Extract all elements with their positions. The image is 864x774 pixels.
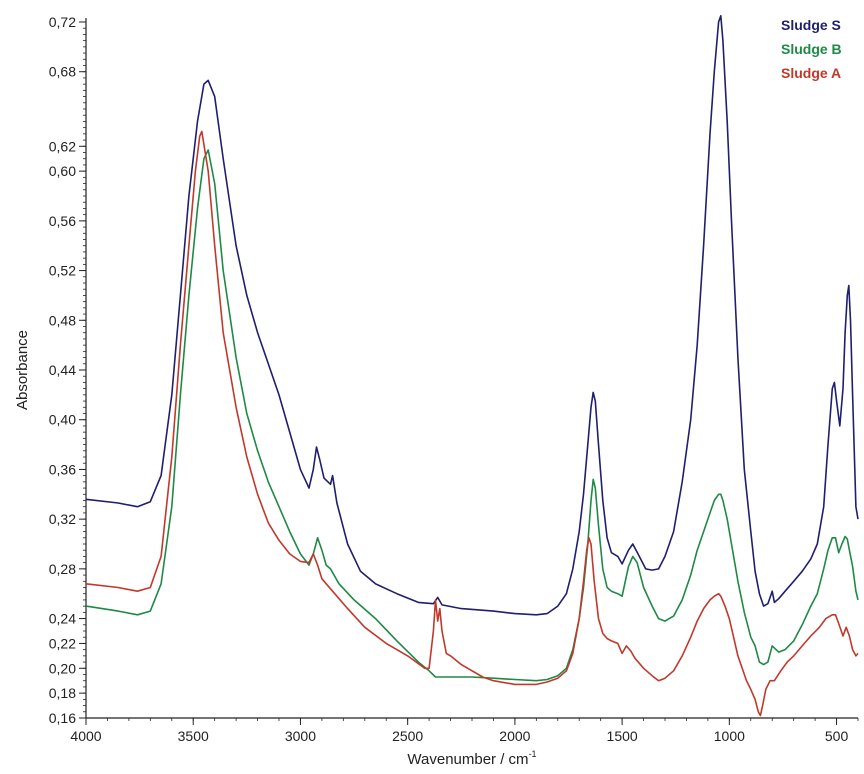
y-tick-label: 0,28	[49, 561, 76, 577]
y-tick-label: 0,60	[49, 163, 76, 179]
y-tick-label: 0,48	[49, 312, 76, 328]
series-line-sludge-a	[85, 130, 859, 717]
y-tick-label: 0,68	[49, 64, 76, 80]
legend-label-sludge-a: Sludge A	[781, 65, 841, 81]
y-tick-label: 0,62	[49, 138, 76, 154]
y-tick-label: 0,72	[49, 14, 76, 30]
y-axis-title: Absorbance	[14, 330, 31, 410]
series-lines	[85, 15, 859, 717]
y-tick-label: 0,22	[49, 635, 76, 651]
y-tick-label: 0,18	[49, 685, 76, 701]
y-tick-label: 0,24	[49, 611, 76, 627]
x-tick-label: 3000	[285, 728, 316, 744]
y-tick-label: 0,52	[49, 263, 76, 279]
x-tick-label: 1000	[714, 728, 745, 744]
series-line-sludge-s	[85, 15, 859, 616]
x-tick-label: 2500	[392, 728, 423, 744]
y-tick-label: 0,40	[49, 412, 76, 428]
y-tick-label: 0,16	[49, 710, 76, 726]
legend: Sludge S Sludge B Sludge A	[781, 17, 842, 81]
x-tick-label: 3500	[178, 728, 209, 744]
y-tick-label: 0,20	[49, 660, 76, 676]
x-axis-title: Wavenumber / cm-1	[407, 749, 536, 768]
axes	[85, 18, 858, 719]
x-ticks: 4000 3500 3000 2500 2000 1500 1000 500	[70, 718, 848, 744]
x-tick-label: 1500	[607, 728, 638, 744]
y-tick-label: 0,36	[49, 461, 76, 477]
x-tick-label: 2000	[499, 728, 530, 744]
legend-label-sludge-b: Sludge B	[781, 41, 842, 57]
x-tick-label: 4000	[70, 728, 101, 744]
y-ticks: 0,16 0,18 0,20 0,22 0,24 0,28 0,32 0,36 0,40 0,44…	[49, 14, 86, 726]
series-line-sludge-b	[85, 149, 859, 682]
x-tick-label: 500	[825, 728, 849, 744]
legend-label-sludge-s: Sludge S	[781, 17, 841, 33]
x-axis-title-text: Wavenumber / cm	[407, 751, 528, 768]
x-axis-title-superscript: -1	[529, 749, 537, 759]
y-tick-label: 0,32	[49, 511, 76, 527]
y-tick-label: 0,44	[49, 362, 76, 378]
y-tick-label: 0,56	[49, 213, 76, 229]
